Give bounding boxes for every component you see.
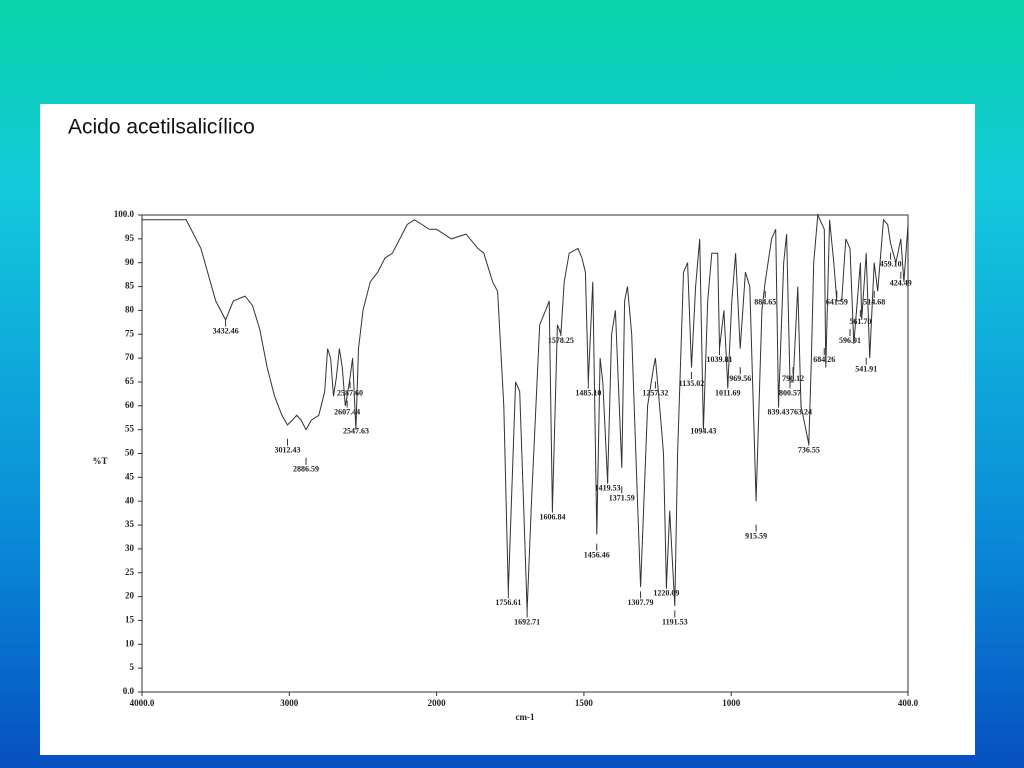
y-tick-label: 100.0 bbox=[114, 209, 135, 219]
y-tick-label: 90 bbox=[125, 257, 135, 267]
x-tick-label: 1000 bbox=[722, 698, 741, 708]
peak-label: 790.12 bbox=[782, 374, 804, 383]
x-tick-label: 1500 bbox=[575, 698, 594, 708]
y-tick-label: 40 bbox=[125, 495, 135, 505]
peak-label: 1257.32 bbox=[642, 388, 668, 397]
peak-label: 763.24 bbox=[790, 407, 812, 416]
x-tick-label: 4000.0 bbox=[130, 698, 155, 708]
y-tick-label: 50 bbox=[125, 448, 135, 458]
spectrum-line bbox=[142, 213, 909, 611]
peak-label: 1094.43 bbox=[690, 426, 716, 435]
x-tick-label: 2000 bbox=[428, 698, 447, 708]
peak-label: 684.26 bbox=[813, 355, 835, 364]
peak-label: 3012.43 bbox=[274, 446, 300, 455]
y-tick-label: 20 bbox=[125, 591, 135, 601]
y-tick-label: 95 bbox=[125, 233, 135, 243]
peak-label: 424.49 bbox=[890, 279, 912, 288]
peak-label: 2886.59 bbox=[293, 465, 319, 474]
peak-label: 736.55 bbox=[798, 446, 820, 455]
peak-label: 915.59 bbox=[745, 531, 767, 540]
peak-label: 1220.09 bbox=[653, 589, 679, 598]
y-tick-label: 55 bbox=[125, 424, 135, 434]
y-tick-label: 85 bbox=[125, 281, 135, 291]
peak-label: 1456.46 bbox=[584, 550, 610, 559]
x-tick-label: 3000 bbox=[280, 698, 299, 708]
peak-label: 884.65 bbox=[754, 298, 776, 307]
peak-label: 459.10 bbox=[880, 260, 902, 269]
y-tick-label: 65 bbox=[125, 376, 135, 386]
y-tick-label: 80 bbox=[125, 304, 135, 314]
peak-label: 561.70 bbox=[849, 317, 871, 326]
peak-label: 2587.60 bbox=[337, 388, 363, 397]
y-tick-label: 35 bbox=[125, 519, 135, 529]
peak-label: 2547.63 bbox=[343, 426, 369, 435]
y-tick-label: 60 bbox=[125, 400, 135, 410]
x-tick-label: 400.0 bbox=[898, 698, 919, 708]
peak-label: 1039.81 bbox=[707, 355, 733, 364]
peak-label: 1756.61 bbox=[495, 598, 521, 607]
y-tick-label: 25 bbox=[125, 567, 135, 577]
peak-label: 1135.02 bbox=[679, 379, 705, 388]
peak-label: 596.91 bbox=[839, 336, 861, 345]
panel bbox=[40, 104, 975, 755]
peak-label: 1485.10 bbox=[575, 388, 601, 397]
y-tick-label: 70 bbox=[125, 352, 135, 362]
peak-label: 1606.84 bbox=[539, 512, 565, 521]
peak-label: 1191.53 bbox=[662, 617, 688, 626]
peak-label: 1011.69 bbox=[715, 388, 741, 397]
peak-label: 541.91 bbox=[855, 364, 877, 373]
peak-label: 800.57 bbox=[779, 388, 801, 397]
y-axis-label: %T bbox=[92, 456, 107, 466]
y-tick-label: 45 bbox=[125, 471, 135, 481]
peak-label: 1692.71 bbox=[514, 617, 540, 626]
peak-label: 969.56 bbox=[729, 374, 751, 383]
chart-title: Acido acetilsalicílico bbox=[68, 116, 255, 139]
peak-label: 514.68 bbox=[863, 298, 885, 307]
peak-label: 1307.79 bbox=[628, 598, 654, 607]
y-tick-label: 10 bbox=[125, 638, 135, 648]
y-tick-label: 15 bbox=[125, 615, 135, 625]
peak-label: 641.59 bbox=[826, 298, 848, 307]
peak-label: 1371.59 bbox=[609, 493, 635, 502]
peak-label: 3432.46 bbox=[213, 326, 239, 335]
peak-label: 1419.53 bbox=[595, 484, 621, 493]
y-tick-label: 30 bbox=[125, 543, 135, 553]
x-axis-label: cm-1 bbox=[516, 712, 535, 722]
y-tick-label: 75 bbox=[125, 328, 135, 338]
peak-label: 1578.25 bbox=[548, 336, 574, 345]
y-tick-label: 5 bbox=[130, 662, 135, 672]
peak-label: 839.43 bbox=[768, 407, 790, 416]
y-tick-label: 0.0 bbox=[123, 686, 135, 696]
peak-label: 2607.44 bbox=[334, 407, 360, 416]
